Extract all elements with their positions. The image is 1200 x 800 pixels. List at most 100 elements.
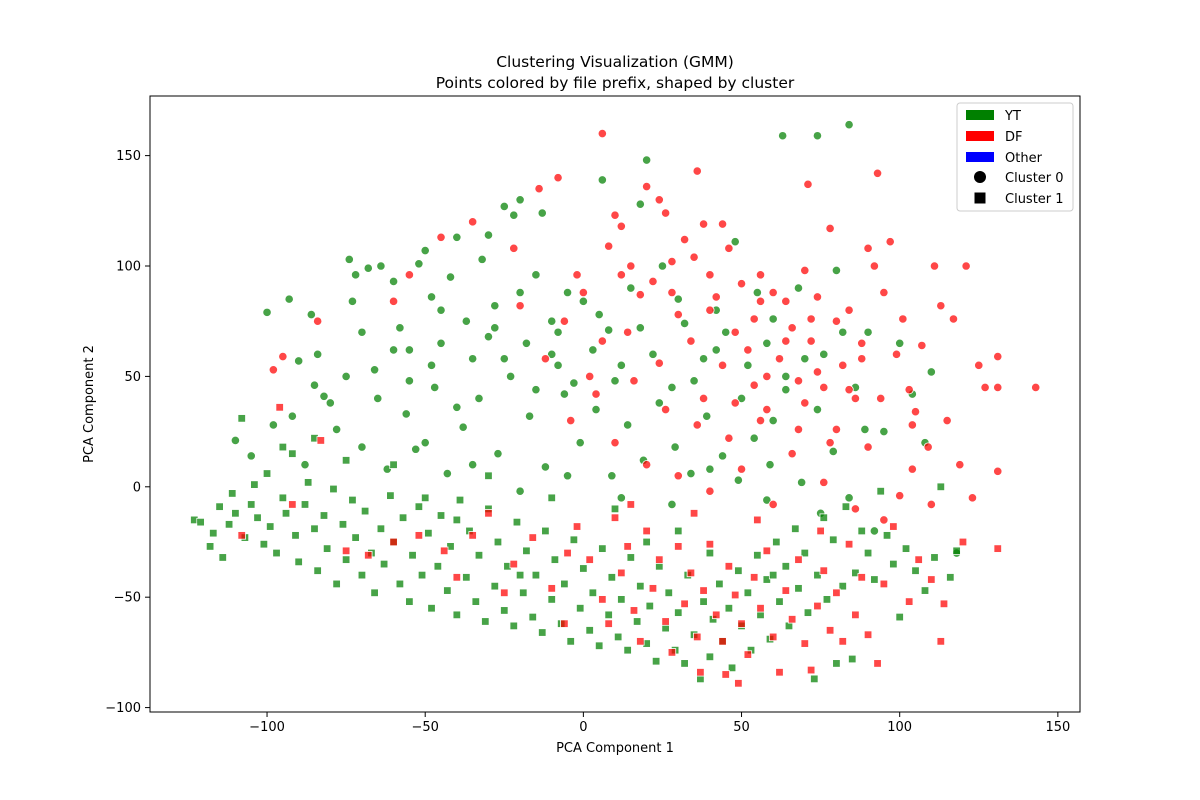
point-df-cluster-0 xyxy=(515,301,525,311)
point-yt-cluster-1 xyxy=(272,548,281,558)
point-yt-cluster-0 xyxy=(420,245,430,256)
y-axis-label: PCA Component 2 xyxy=(82,345,97,463)
point-df-cluster-0 xyxy=(698,393,709,404)
point-yt-cluster-0 xyxy=(812,131,823,141)
point-df-cluster-1 xyxy=(604,619,613,628)
point-df-cluster-1 xyxy=(626,500,636,509)
point-df-cluster-0 xyxy=(661,404,671,415)
point-yt-cluster-0 xyxy=(306,309,316,320)
point-yt-cluster-0 xyxy=(736,393,747,404)
point-yt-cluster-1 xyxy=(224,520,234,529)
point-yt-cluster-1 xyxy=(519,588,528,597)
point-df-cluster-0 xyxy=(929,261,940,271)
x-tick-label: −50 xyxy=(411,720,438,735)
point-df-cluster-0 xyxy=(774,354,785,364)
point-yt-cluster-1 xyxy=(405,597,414,606)
point-yt-cluster-1 xyxy=(829,535,838,544)
point-df-cluster-1 xyxy=(598,595,607,604)
point-yt-cluster-0 xyxy=(768,415,778,426)
point-df-cluster-1 xyxy=(528,533,537,542)
point-df-cluster-0 xyxy=(819,382,829,393)
point-yt-cluster-0 xyxy=(559,389,569,399)
point-yt-cluster-1 xyxy=(674,608,683,617)
point-df-cluster-0 xyxy=(955,460,965,470)
point-df-cluster-0 xyxy=(717,360,728,370)
point-df-cluster-1 xyxy=(712,610,721,620)
point-yt-cluster-1 xyxy=(838,581,847,591)
point-df-cluster-1 xyxy=(572,522,582,531)
point-yt-cluster-1 xyxy=(408,551,417,560)
point-yt-cluster-1 xyxy=(481,617,490,626)
point-df-cluster-0 xyxy=(635,290,645,300)
point-yt-cluster-0 xyxy=(509,210,519,220)
point-yt-cluster-0 xyxy=(762,338,772,348)
point-yt-cluster-1 xyxy=(351,533,360,542)
y-tick-label: −100 xyxy=(105,701,141,716)
point-yt-cluster-1 xyxy=(550,555,560,564)
legend-label-cluster-1: Cluster 1 xyxy=(1005,192,1064,207)
point-yt-cluster-0 xyxy=(420,438,430,448)
point-df-cluster-1 xyxy=(500,588,509,597)
point-df-cluster-0 xyxy=(787,323,797,333)
point-yt-cluster-1 xyxy=(848,654,857,664)
point-df-cluster-0 xyxy=(768,287,778,298)
point-yt-cluster-1 xyxy=(727,663,737,673)
point-yt-cluster-0 xyxy=(524,411,535,421)
point-df-cluster-0 xyxy=(388,296,399,306)
point-df-cluster-1 xyxy=(762,546,772,556)
point-df-cluster-0 xyxy=(566,415,576,426)
point-yt-cluster-0 xyxy=(414,259,424,269)
point-df-cluster-0 xyxy=(895,491,905,501)
point-df-cluster-1 xyxy=(667,648,677,657)
point-yt-cluster-1 xyxy=(851,568,860,578)
point-df-cluster-1 xyxy=(655,555,664,564)
point-df-cluster-0 xyxy=(831,316,842,326)
point-df-cluster-0 xyxy=(961,261,971,271)
point-yt-cluster-0 xyxy=(657,261,668,271)
point-yt-cluster-1 xyxy=(303,478,313,487)
point-yt-cluster-1 xyxy=(471,597,481,606)
point-df-cluster-0 xyxy=(993,351,1003,362)
legend-swatch-df xyxy=(966,131,994,141)
point-yt-cluster-0 xyxy=(765,460,775,470)
point-yt-cluster-0 xyxy=(490,301,500,311)
point-yt-cluster-0 xyxy=(597,175,607,185)
point-df-cluster-0 xyxy=(278,351,288,362)
point-df-cluster-1 xyxy=(275,403,284,412)
point-df-cluster-1 xyxy=(237,531,246,540)
point-df-cluster-1 xyxy=(927,575,936,584)
point-yt-cluster-1 xyxy=(250,480,259,489)
point-yt-cluster-0 xyxy=(797,477,807,487)
point-df-cluster-1 xyxy=(623,542,632,551)
point-df-cluster-1 xyxy=(904,597,914,606)
point-yt-cluster-0 xyxy=(679,318,690,329)
point-df-cluster-0 xyxy=(736,279,747,289)
point-df-cluster-0 xyxy=(863,442,873,452)
point-df-cluster-1 xyxy=(617,568,626,578)
point-yt-cluster-0 xyxy=(436,338,446,348)
point-df-cluster-0 xyxy=(910,407,921,417)
legend-swatch-yt xyxy=(966,110,994,120)
point-yt-cluster-0 xyxy=(812,404,823,415)
point-yt-cluster-1 xyxy=(734,566,743,575)
point-yt-cluster-0 xyxy=(623,420,633,430)
point-df-cluster-1 xyxy=(674,542,683,551)
point-yt-cluster-1 xyxy=(332,579,341,589)
point-yt-cluster-1 xyxy=(452,610,462,620)
point-df-cluster-0 xyxy=(781,296,791,306)
point-df-cluster-1 xyxy=(734,679,743,688)
point-yt-cluster-0 xyxy=(648,349,658,359)
point-df-cluster-0 xyxy=(730,398,740,408)
point-yt-cluster-0 xyxy=(341,371,351,382)
point-yt-cluster-0 xyxy=(667,382,677,393)
point-df-cluster-0 xyxy=(436,232,446,242)
point-df-cluster-0 xyxy=(993,466,1003,476)
point-df-cluster-0 xyxy=(879,515,889,525)
point-df-cluster-1 xyxy=(737,619,746,628)
point-yt-cluster-1 xyxy=(446,542,455,551)
x-tick-label: −100 xyxy=(249,720,285,735)
point-df-cluster-0 xyxy=(885,237,895,247)
point-yt-cluster-0 xyxy=(616,360,626,370)
point-df-cluster-0 xyxy=(891,349,902,359)
point-yt-cluster-1 xyxy=(594,641,604,650)
